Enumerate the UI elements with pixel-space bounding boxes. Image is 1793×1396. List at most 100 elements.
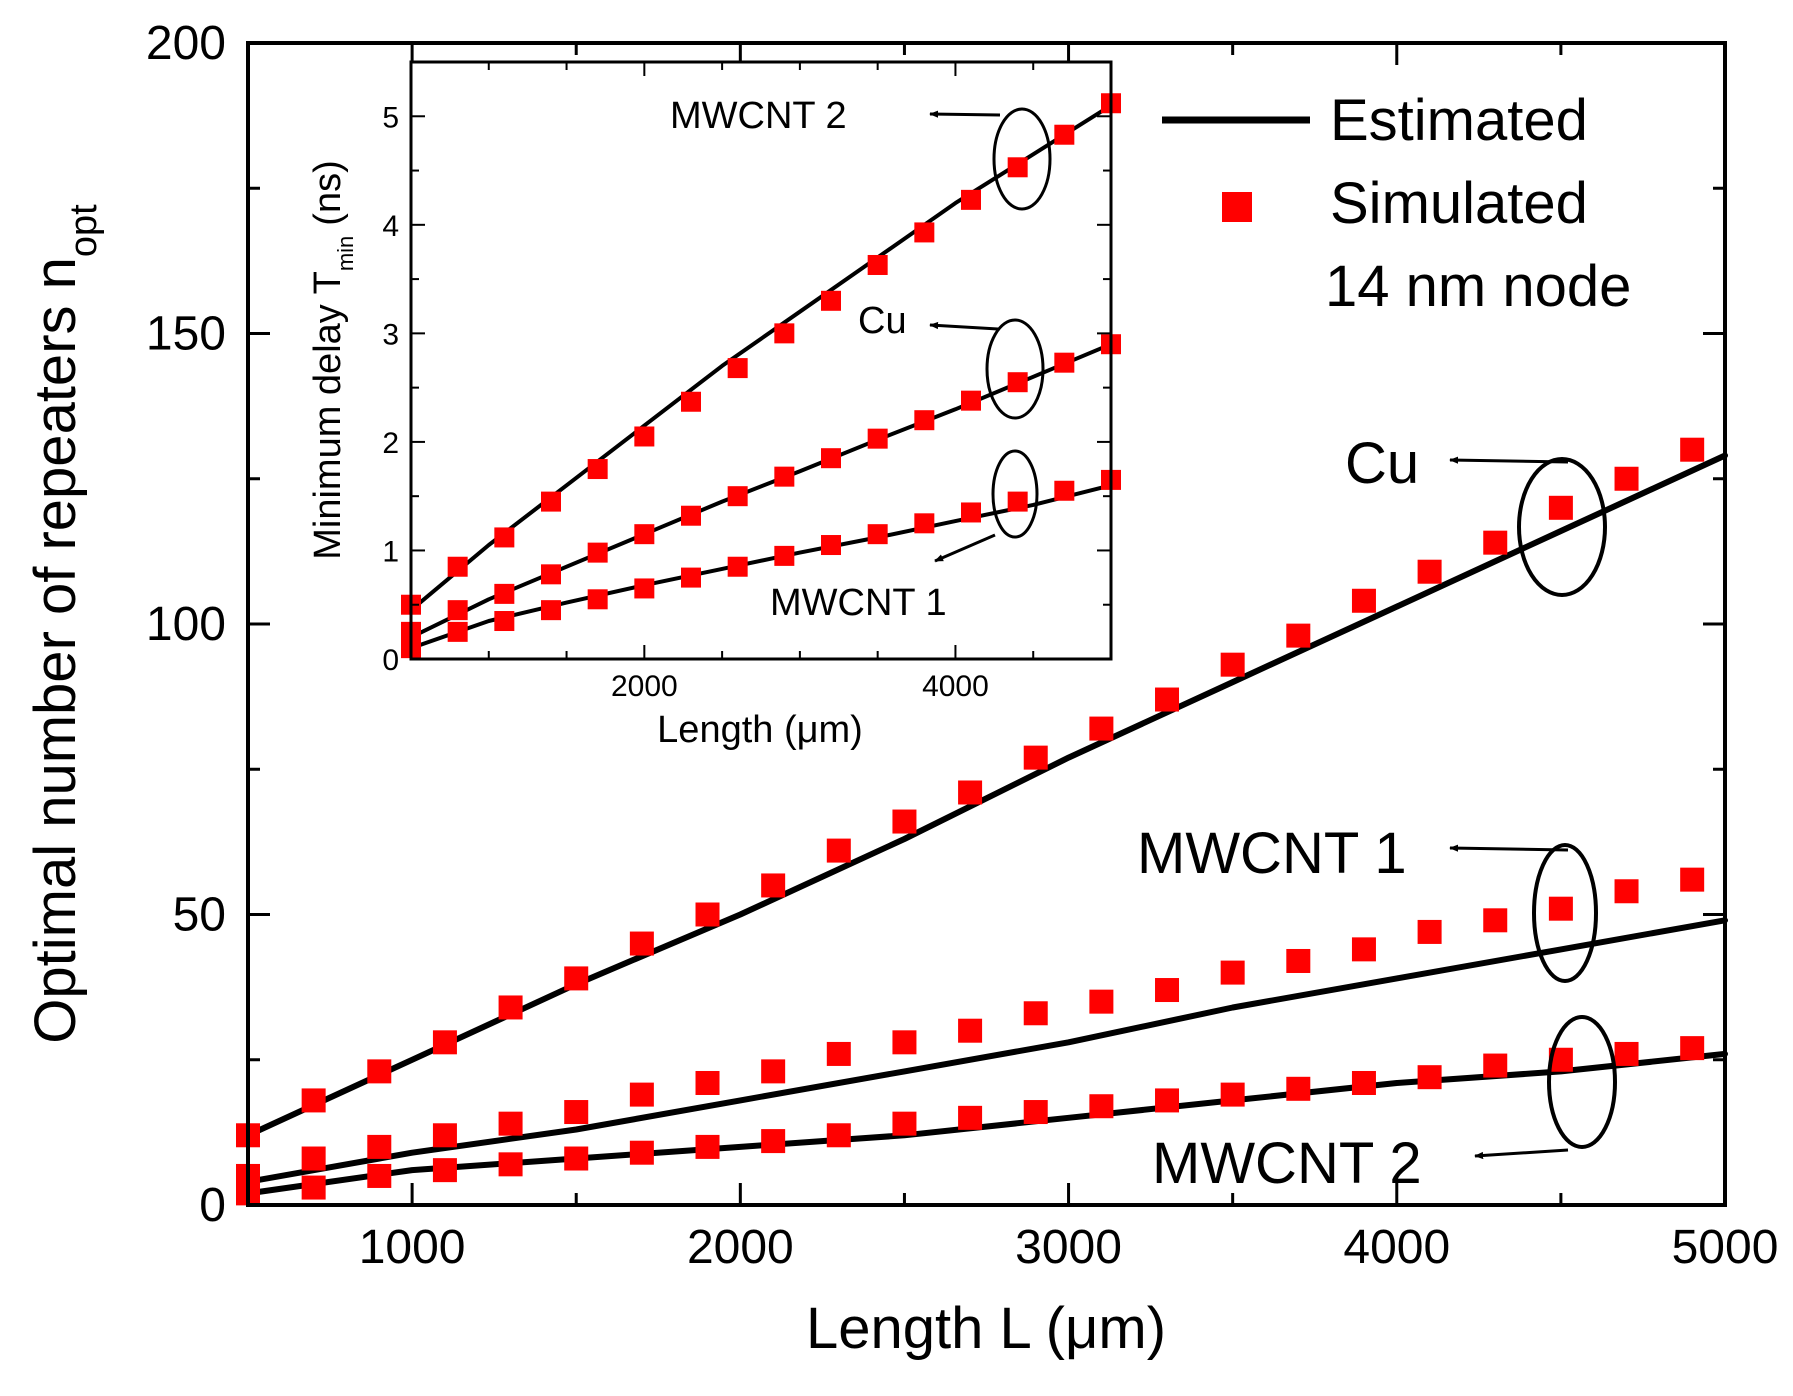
- main-simulated-point-mwcnt-2: [301, 1175, 326, 1200]
- inset-simulated-point-mwcnt-1: [867, 524, 888, 545]
- main-simulated-point-cu: [629, 931, 654, 956]
- inset-simulated-point-mwcnt-2: [774, 323, 795, 344]
- main-simulated-point-mwcnt-1: [1220, 960, 1245, 985]
- main-simulated-point-mwcnt-1: [892, 1030, 917, 1055]
- main-simulated-point-cu: [958, 780, 983, 805]
- main-simulated-point-mwcnt-1: [564, 1100, 589, 1125]
- inset-simulated-point-mwcnt-1: [821, 535, 841, 556]
- inset-simulated-point-cu: [494, 583, 515, 604]
- main-simulated-point-mwcnt-2: [367, 1163, 392, 1188]
- inset-annotation-mwcnt1-ellipse: [991, 449, 1039, 539]
- main-simulated-point-cu: [695, 902, 720, 927]
- main-y-axis-label: Optimal number of repeaters nopt: [23, 204, 105, 1044]
- inset-simulated-point-mwcnt-1: [587, 589, 608, 610]
- main-simulated-point-cu: [432, 1030, 457, 1055]
- annotation-mwcnt1-arrow: [1449, 844, 1569, 852]
- main-simulated-point-mwcnt-1: [367, 1134, 392, 1159]
- legend-node-note: 14 nm node: [1325, 254, 1631, 319]
- inset-simulated-point-cu: [821, 448, 841, 469]
- inset-simulated-point-mwcnt-1: [634, 578, 655, 599]
- inset-annotation-cu-arrow: [929, 321, 999, 331]
- main-simulated-point-mwcnt-1: [761, 1059, 786, 1084]
- main-simulated-point-mwcnt-2: [1483, 1053, 1508, 1078]
- inset-simulated-point-cu: [727, 486, 748, 507]
- inset-x-tick-label: 4000: [922, 670, 989, 703]
- inset-simulated-point-mwcnt-2: [1054, 124, 1075, 145]
- inset-simulated-point-cu: [867, 428, 888, 449]
- inset-simulated-point-mwcnt-2: [914, 222, 935, 243]
- inset-y-axis-label-main: Minimum delay T: [307, 271, 349, 560]
- inset-simulated-point-mwcnt-2: [821, 290, 841, 311]
- inset-simulated-point-mwcnt-2: [681, 391, 701, 412]
- main-y-tick-label: 0: [199, 1179, 226, 1232]
- main-simulated-point-mwcnt-1: [1351, 937, 1376, 962]
- inset-estimated-line-cu: [409, 342, 1113, 640]
- main-simulated-point-mwcnt-2: [629, 1140, 654, 1165]
- inset-simulated-point-mwcnt-1: [1054, 480, 1075, 501]
- legend-simulated-label: Simulated: [1330, 171, 1588, 236]
- inset-annotation-mwcnt2-label: MWCNT 2: [670, 95, 847, 137]
- inset-x-tick-labels: 2000 4000: [611, 670, 989, 703]
- annotation-mwcnt2-arrow: [1474, 1148, 1569, 1160]
- inset-simulated-point-cu: [1007, 372, 1028, 393]
- main-tick-marks: [248, 41, 1727, 1207]
- main-simulated-point-mwcnt-1: [629, 1082, 654, 1107]
- main-simulated-point-cu: [1155, 687, 1180, 712]
- inset-background: [411, 62, 1111, 659]
- legend: Estimated Simulated 14 nm node: [1162, 88, 1631, 319]
- main-simulated-point-mwcnt-2: [1089, 1094, 1114, 1119]
- main-simulated-point-mwcnt-2: [761, 1129, 786, 1154]
- main-simulated-point-cu: [1023, 745, 1048, 770]
- main-simulated-point-mwcnt-1: [1023, 1001, 1048, 1026]
- main-estimated-line-cu: [245, 452, 1728, 1139]
- inset-x-axis-label: Length (μm): [657, 709, 863, 751]
- annotation-mwcnt2-ellipse: [1547, 1015, 1617, 1149]
- main-simulated-point-mwcnt-1: [301, 1146, 326, 1171]
- inset-simulated-point-cu: [447, 600, 468, 621]
- inset-simulated-point-mwcnt-2: [727, 358, 748, 379]
- main-simulated-point-cu: [301, 1088, 326, 1113]
- inset-annotation-cu-ellipse: [985, 318, 1045, 420]
- annotation-cu-ellipse: [1517, 457, 1607, 597]
- main-annotations: Cu MWCNT 1 MWCNT 2: [1137, 431, 1617, 1196]
- inset-simulated-point-mwcnt-1: [914, 513, 935, 534]
- inset-y-tick-label: 5: [382, 101, 399, 134]
- main-x-axis-label: Length L (μm): [806, 1296, 1166, 1361]
- main-simulated-point-mwcnt-2: [1417, 1065, 1442, 1090]
- inset-chart: 2000 4000 0 1 2 3 4 5 Length (μm) Minimum dela…: [307, 60, 1121, 751]
- inset-simulated-point-mwcnt-2: [867, 254, 888, 275]
- inset-simulated-point-mwcnt-2: [634, 426, 655, 447]
- main-simulated-point-cu: [1089, 716, 1114, 741]
- main-simulated-point-cu: [1286, 623, 1311, 648]
- main-simulated-point-mwcnt-2: [1023, 1100, 1048, 1125]
- inset-simulated-point-cu: [541, 564, 561, 585]
- main-simulated-point-cu: [1417, 559, 1442, 584]
- inset-plot-frame: [409, 60, 1113, 661]
- inset-y-axis-label: Minimum delay Tmin (ns): [307, 160, 358, 560]
- inset-y-tick-label: 0: [382, 644, 399, 677]
- main-simulated-point-mwcnt-1: [1548, 896, 1573, 921]
- main-simulated-point-mwcnt-1: [1483, 908, 1508, 933]
- main-simulated-point-cu: [1351, 588, 1376, 613]
- main-simulated-point-cu: [1680, 437, 1705, 462]
- inset-simulated-point-mwcnt-2: [961, 189, 981, 210]
- inset-y-tick-labels: 0 1 2 3 4 5: [382, 101, 399, 677]
- main-simulated-point-cu: [761, 873, 786, 898]
- main-simulated-point-mwcnt-2: [1220, 1082, 1245, 1107]
- inset-simulated-point-cu: [774, 466, 795, 487]
- inset-tick-marks: [411, 62, 1111, 660]
- inset-y-tick-label: 2: [382, 427, 399, 460]
- main-simulated-point-mwcnt-1: [695, 1070, 720, 1095]
- inset-simulated-point-mwcnt-1: [494, 611, 515, 632]
- inset-estimated-line-mwcnt-2: [409, 103, 1113, 613]
- inset-x-tick-label: 2000: [611, 670, 678, 703]
- main-x-tick-label: 5000: [1672, 1221, 1779, 1274]
- main-simulated-point-cu: [892, 809, 917, 834]
- main-simulated-point-mwcnt-2: [1680, 1036, 1705, 1061]
- annotation-mwcnt1-ellipse: [1532, 843, 1598, 983]
- main-simulated-point-mwcnt-2: [1351, 1070, 1376, 1095]
- main-simulated-point-mwcnt-1: [1286, 948, 1311, 973]
- main-simulated-point-cu: [1220, 652, 1245, 677]
